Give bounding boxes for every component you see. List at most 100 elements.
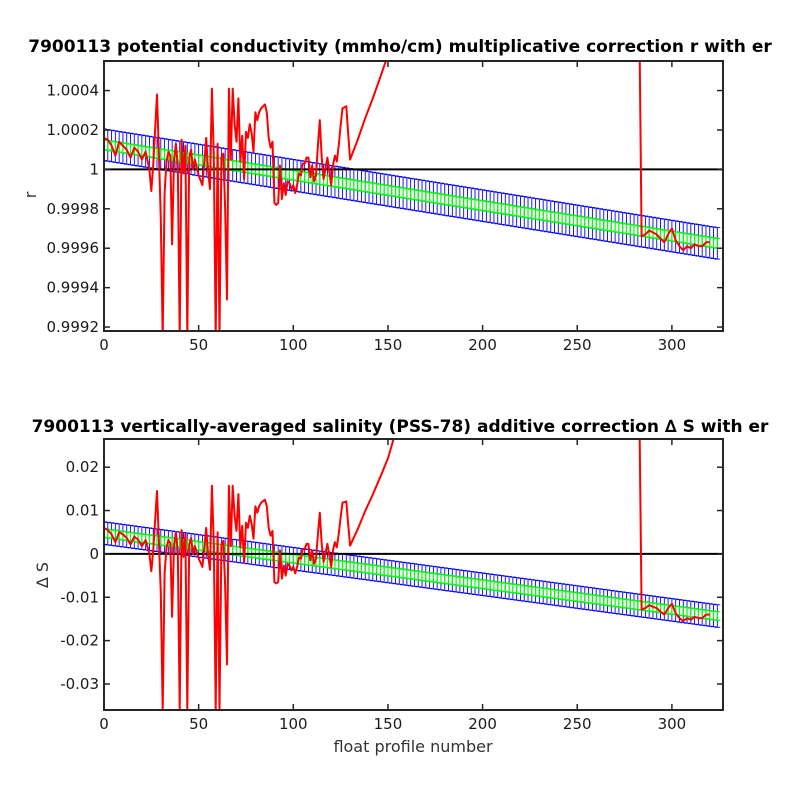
bottom-panel: 7900113 vertically-averaged salinity (PS… (32, 417, 769, 756)
bottom-chart-title: 7900113 vertically-averaged salinity (PS… (32, 417, 769, 437)
top-inner-error-bar (263, 165, 270, 177)
top-inner-error-bar (358, 180, 365, 192)
bottom-x-tick-label: 100 (279, 715, 308, 733)
top-inner-error-bar (517, 206, 524, 218)
top-inner-error-bar (449, 195, 456, 207)
top-inner-error-bar (532, 208, 539, 220)
top-inner-error-bar (551, 211, 558, 223)
top-inner-error-bar (384, 184, 391, 196)
top-inner-error-bar (646, 226, 653, 238)
top-x-tick-label: 0 (99, 336, 109, 354)
top-inner-error-bar (301, 171, 308, 183)
top-chart-title: 7900113 potential conductivity (mmho/cm)… (28, 37, 772, 57)
top-inner-error-bar (509, 204, 516, 217)
top-inner-error-bar (593, 218, 600, 230)
top-inner-error-bar (684, 232, 691, 245)
top-inner-error-bar (502, 203, 509, 215)
top-y-tick-label: 0.9998 (47, 200, 100, 218)
top-x-tick-label: 100 (279, 336, 308, 354)
top-inner-error-bar (536, 209, 543, 221)
top-y-axis-label: r (21, 191, 40, 198)
top-plot-area (104, 61, 723, 331)
top-inner-error-bar (244, 162, 251, 174)
top-inner-error-bar (634, 225, 641, 237)
top-inner-error-bar (456, 196, 463, 208)
top-inner-error-bar (706, 236, 713, 248)
top-inner-error-bar (468, 198, 475, 210)
bottom-y-tick-label: 0.01 (66, 502, 99, 520)
top-inner-error-bar (570, 214, 577, 226)
top-inner-error-bar (687, 233, 694, 245)
top-y-tick-label: 1 (89, 160, 99, 178)
bottom-outer-error-bar (104, 521, 107, 545)
top-y-tick-label: 0.9996 (47, 239, 100, 257)
bottom-x-tick-label: 300 (658, 715, 687, 733)
top-inner-error-bar (555, 212, 562, 224)
top-inner-error-bar (366, 181, 373, 193)
top-inner-error-bar (316, 173, 323, 185)
top-inner-error-bar (680, 232, 687, 244)
top-inner-error-bar (623, 223, 630, 235)
top-inner-error-bar (407, 188, 414, 200)
top-inner-error-bar (434, 192, 441, 204)
top-inner-error-bar (472, 198, 479, 210)
bottom-inner-error-bar (714, 611, 721, 621)
bottom-y-tick-label: 0.02 (66, 458, 99, 476)
top-inner-error-bar (608, 220, 615, 232)
top-inner-error-bar (528, 208, 535, 220)
top-panel: 7900113 potential conductivity (mmho/cm)… (21, 37, 772, 354)
top-inner-error-bar (490, 201, 497, 213)
top-x-tick-label: 50 (189, 336, 208, 354)
top-x-tick-label: 200 (468, 336, 497, 354)
top-inner-error-bar (596, 218, 603, 231)
top-inner-error-bar (460, 197, 467, 209)
top-inner-error-bar (343, 178, 350, 190)
top-inner-error-bar (430, 192, 437, 204)
bottom-x-tick-label: 250 (563, 715, 592, 733)
top-inner-error-bar (562, 213, 569, 225)
top-inner-error-bar (585, 217, 592, 229)
bottom-axes-box (103, 438, 724, 711)
top-x-tick-label: 300 (658, 336, 687, 354)
top-y-tick-label: 0.9992 (47, 318, 100, 336)
top-inner-error-bar (464, 197, 471, 209)
top-axes-box (103, 60, 724, 332)
bottom-x-tick-label: 0 (99, 715, 109, 733)
top-inner-error-bar (373, 183, 380, 195)
top-inner-error-bar (506, 204, 513, 216)
top-inner-error-bar (483, 200, 490, 212)
top-inner-error-bar (419, 190, 426, 202)
top-inner-error-bar (381, 184, 388, 196)
top-inner-error-bar (521, 206, 528, 218)
top-inner-error-bar (631, 224, 638, 236)
top-y-tick-label: 0.9994 (47, 279, 100, 297)
bottom-y-tick-label: -0.02 (60, 632, 99, 650)
top-inner-error-bar (415, 189, 422, 201)
top-inner-error-bar (388, 185, 395, 197)
top-inner-error-bar (581, 216, 588, 228)
top-inner-error-bar (411, 189, 418, 201)
bottom-plot-content: 0 50 100 150 200 250 300 -0.03 -0.02 -0.01 0 0.01 0.… (60, 438, 724, 733)
top-inner-error-bar (400, 187, 407, 199)
top-inner-error-bar (441, 194, 448, 206)
top-inner-error-bar (543, 210, 550, 222)
top-inner-error-bar (487, 201, 494, 213)
bottom-series-line-0 (104, 439, 710, 710)
top-inner-error-bar (392, 186, 399, 198)
top-inner-error-bar (335, 176, 342, 189)
bottom-y-axis-label: ∆ S (33, 562, 52, 589)
bottom-y-tick-label: 0 (89, 545, 99, 563)
top-inner-error-bar (525, 207, 532, 219)
top-inner-error-bar (347, 178, 354, 190)
top-inner-error-bar (403, 187, 410, 199)
top-x-tick-label: 150 (374, 336, 403, 354)
top-inner-error-bar (578, 215, 585, 227)
top-y-tick-label: 1.0002 (47, 121, 100, 139)
top-inner-error-bar (547, 211, 554, 223)
top-series-line-0 (104, 61, 710, 331)
top-inner-error-bar (350, 179, 357, 191)
top-inner-error-bar (479, 200, 486, 212)
bottom-x-axis-label: float profile number (333, 737, 493, 756)
top-inner-error-bar (627, 223, 634, 235)
